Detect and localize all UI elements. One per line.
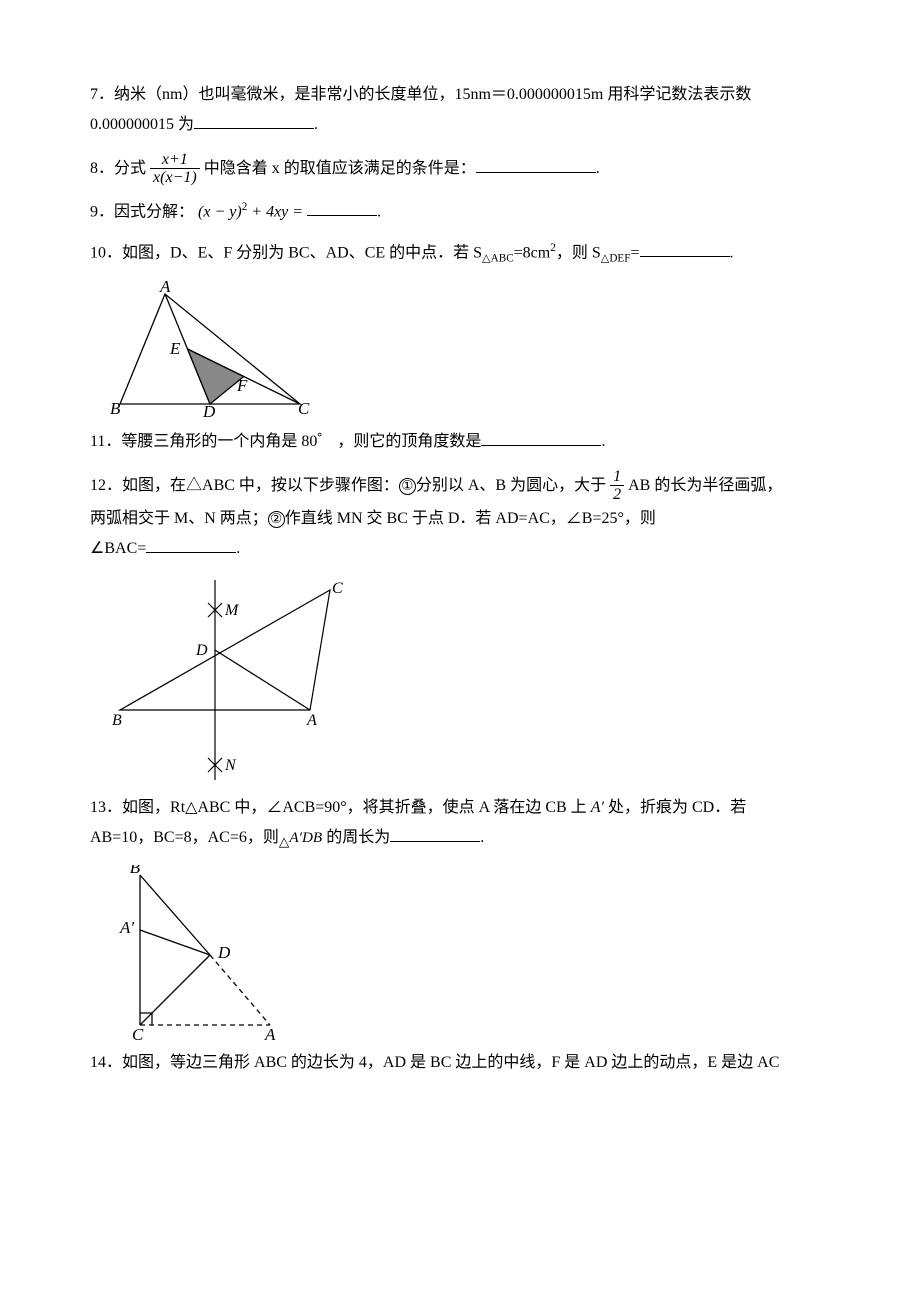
question-14: 14．如图，等边三角形 ABC 的边长为 4，AD 是 BC 边上的中线，F 是… <box>90 1048 830 1078</box>
q12-circ1: ① <box>399 478 416 495</box>
q11-blank <box>481 429 601 446</box>
figure-q12: B A C D M N <box>110 575 830 785</box>
q7-tail: . <box>314 116 318 133</box>
q13-line2b: 的周长为 <box>322 829 390 846</box>
q8-frac-num: x+1 <box>150 151 200 170</box>
q11-num: 11． <box>90 433 121 450</box>
q8-text-a: 分式 <box>114 160 146 177</box>
q13-label-A: A <box>264 1025 276 1040</box>
q12-line2a: 两弧相交于 M、N 两点； <box>90 510 268 527</box>
question-9: 9．因式分解： (x − y)2 + 4xy = . <box>90 197 830 228</box>
q9-blank <box>307 199 377 216</box>
q10-label-D: D <box>202 402 216 419</box>
question-10: 10．如图，D、E、F 分别为 BC、AD、CE 的中点．若 S△ABC=8cm… <box>90 238 830 270</box>
q12-line2b: 作直线 MN 交 BC 于点 D．若 AD=AC，∠B=25°，则 <box>285 510 656 527</box>
q10-label-C: C <box>298 399 310 418</box>
q12-text-a: 如图，在△ABC 中，按以下步骤作图： <box>122 477 399 494</box>
q10-tail: . <box>730 244 734 261</box>
q13-label-C: C <box>132 1025 144 1040</box>
q10-text-b: =8cm <box>514 244 551 261</box>
q13-text-b: 处，折痕为 CD．若 <box>604 799 746 816</box>
q10-text-d: = <box>630 244 639 261</box>
q8-frac-den: x(x−1) <box>150 169 200 187</box>
q10-sub1: △ABC <box>482 252 514 264</box>
q13-label-B: B <box>130 865 141 877</box>
q9-expr: (x − y) <box>198 203 242 220</box>
q10-num: 10． <box>90 244 122 261</box>
q13-label-Ap: A′ <box>119 918 134 937</box>
q8-tail: . <box>596 160 600 177</box>
q9-text-a: 因式分解： <box>114 203 194 220</box>
q9-expr-b: + 4xy = <box>247 203 307 220</box>
q10-text-a: 如图，D、E、F 分别为 BC、AD、CE 的中点．若 S <box>122 244 482 261</box>
q13-adb: A′DB <box>289 829 322 846</box>
q12-text-b: 分别以 A、B 为圆心，大于 <box>416 477 606 494</box>
q7-num: 7． <box>90 86 114 103</box>
question-13: 13．如图，Rt△ABC 中，∠ACB=90°，将其折叠，使点 A 落在边 CB… <box>90 793 830 855</box>
q12-line3: ∠BAC= <box>90 540 146 557</box>
q8-blank <box>476 156 596 173</box>
q8-fraction: x+1 x(x−1) <box>150 151 200 187</box>
question-8: 8．分式 x+1 x(x−1) 中隐含着 x 的取值应该满足的条件是：. <box>90 151 830 187</box>
q12-label-N: N <box>224 757 237 774</box>
q12-tail: . <box>236 540 240 557</box>
q12-num: 12． <box>90 477 122 494</box>
q13-Ap: A′ <box>591 799 604 816</box>
q12-fraction: 1 2 <box>610 468 624 504</box>
q12-label-B: B <box>112 712 122 729</box>
q10-text-c: ，则 S <box>556 244 601 261</box>
q8-text-b: 中隐含着 x 的取值应该满足的条件是： <box>204 160 476 177</box>
q11-tail: . <box>601 433 605 450</box>
q13-text-a: 如图，Rt△ABC 中，∠ACB=90°，将其折叠，使点 A 落在边 CB 上 <box>122 799 591 816</box>
q7-blank <box>194 112 314 129</box>
q13-blank <box>390 825 480 842</box>
q10-label-F: F <box>236 376 248 395</box>
q10-blank <box>640 240 730 257</box>
q13-label-D: D <box>217 943 231 962</box>
q12-svg: B A C D M N <box>110 575 350 785</box>
q12-label-C: C <box>332 580 343 597</box>
q13-tri: △ <box>279 834 289 849</box>
q10-sub2: △DEF <box>601 252 631 264</box>
q10-svg: A B C D E F <box>110 279 310 419</box>
q7-text-a: 纳米（nm）也叫毫微米，是非常小的长度单位，15nm＝0.000000015m … <box>114 86 751 103</box>
q14-text-a: 如图，等边三角形 ABC 的边长为 4，AD 是 BC 边上的中线，F 是 AD… <box>122 1054 779 1071</box>
q12-circ2: ② <box>268 511 285 528</box>
question-12: 12．如图，在△ABC 中，按以下步骤作图：①分别以 A、B 为圆心，大于 1 … <box>90 468 830 565</box>
q10-label-E: E <box>169 339 181 358</box>
q11-text-a: 等腰三角形的一个内角是 80゜ ，则它的顶角度数是 <box>121 433 481 450</box>
q13-svg: B A′ D C A <box>110 865 300 1040</box>
q7-text-b: 0.000000015 为 <box>90 116 194 133</box>
q12-label-M: M <box>224 602 240 619</box>
q9-tail: . <box>377 203 381 220</box>
q14-num: 14． <box>90 1054 122 1071</box>
q12-label-D: D <box>195 642 208 659</box>
q10-label-A: A <box>159 279 171 296</box>
question-7: 7．纳米（nm）也叫毫微米，是非常小的长度单位，15nm＝0.000000015… <box>90 80 830 141</box>
q13-line2a: AB=10，BC=8，AC=6，则 <box>90 829 279 846</box>
q12-blank <box>146 536 236 553</box>
q9-num: 9． <box>90 203 114 220</box>
q10-label-B: B <box>110 399 121 418</box>
q12-frac-den: 2 <box>610 486 624 504</box>
q8-num: 8． <box>90 160 114 177</box>
figure-q10: A B C D E F <box>110 279 830 419</box>
figure-q13: B A′ D C A <box>110 865 830 1040</box>
q12-text-c: AB 的长为半径画弧， <box>624 477 782 494</box>
q12-frac-num: 1 <box>610 468 624 487</box>
q13-tail: . <box>480 829 484 846</box>
question-11: 11．等腰三角形的一个内角是 80゜ ，则它的顶角度数是. <box>90 427 830 457</box>
q12-label-A: A <box>306 712 317 729</box>
q13-num: 13． <box>90 799 122 816</box>
